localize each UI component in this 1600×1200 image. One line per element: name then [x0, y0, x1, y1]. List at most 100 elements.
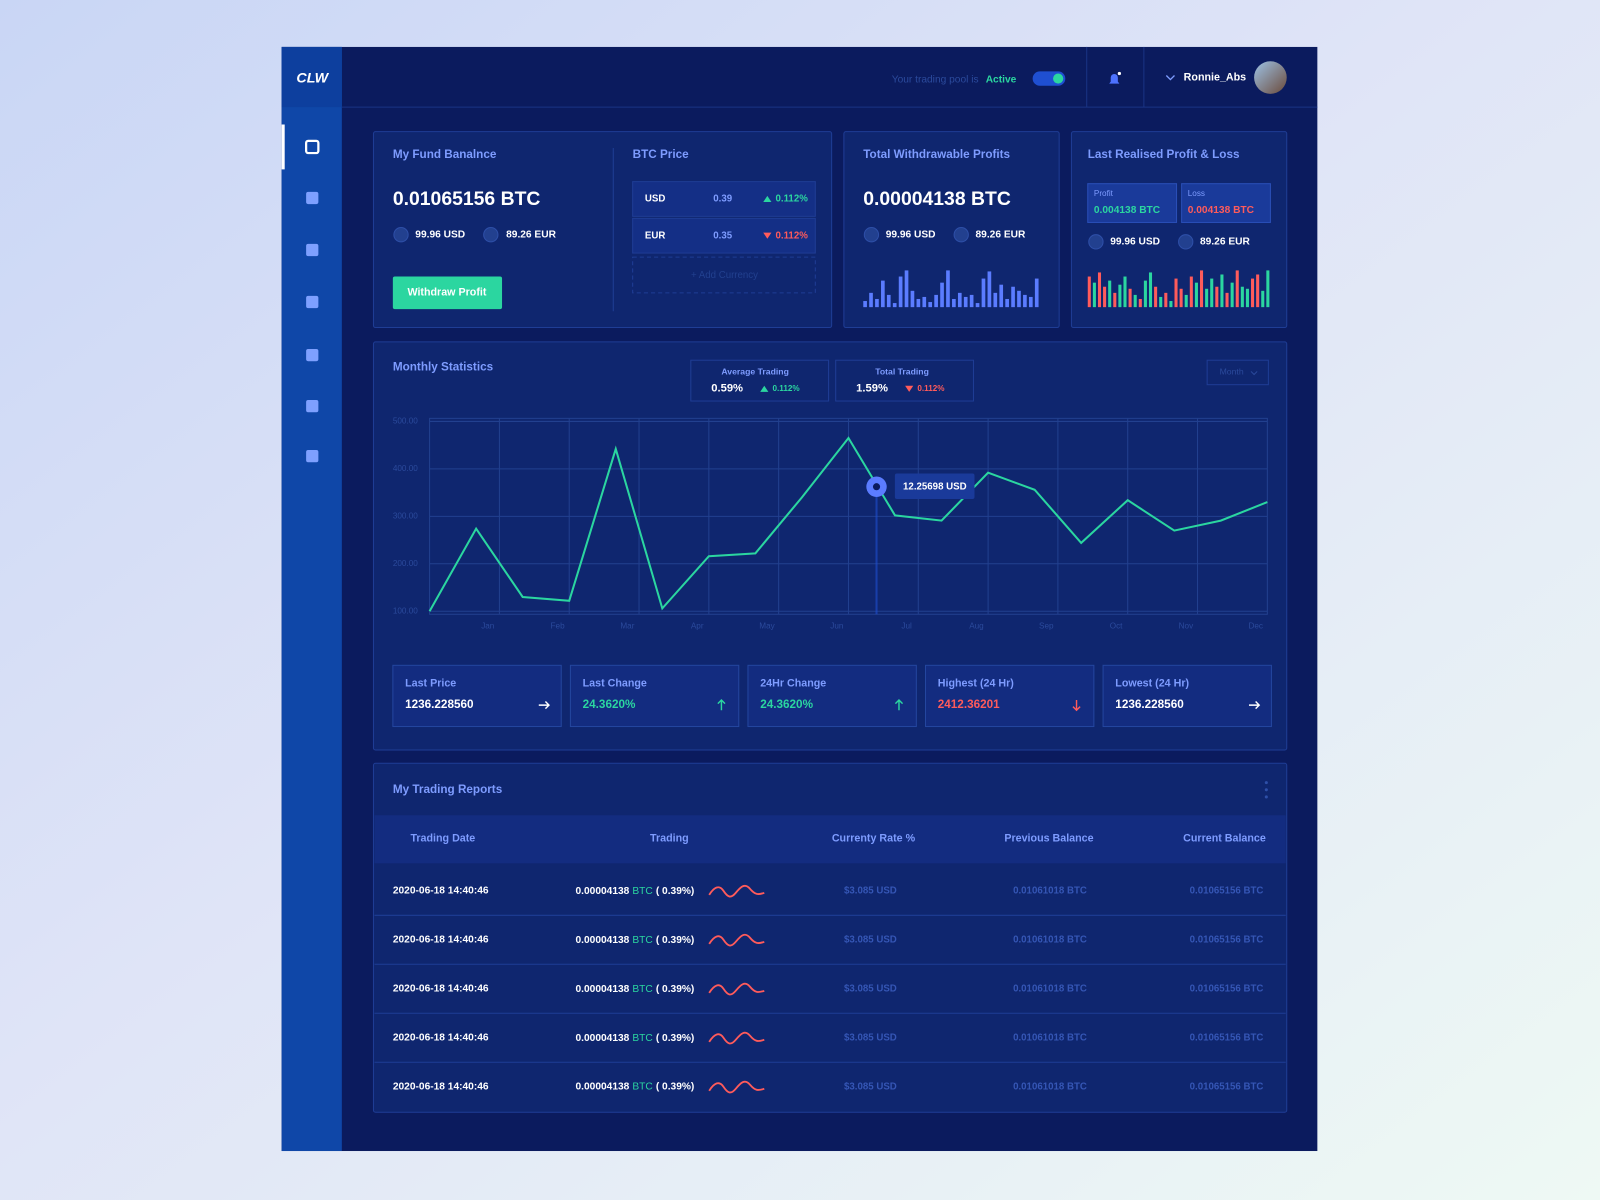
- mini-bar: [1174, 278, 1178, 308]
- mini-bar: [934, 294, 938, 308]
- sidebar-icon[interactable]: [306, 348, 319, 362]
- notification-bell[interactable]: [1109, 71, 1122, 84]
- mini-bar: [946, 270, 950, 308]
- stat-label: 24Hr Change: [760, 678, 826, 690]
- usd-amount: 99.96 USD: [886, 229, 936, 240]
- trading-pct: ( 0.39%): [656, 886, 695, 897]
- trading-pct: ( 0.39%): [656, 1081, 695, 1092]
- mini-bar: [1215, 286, 1219, 308]
- mini-bar: [1184, 294, 1188, 308]
- sidebar-icon[interactable]: [306, 191, 319, 205]
- mini-bar: [1143, 280, 1147, 308]
- month-select[interactable]: Month: [1206, 359, 1269, 386]
- trading-value: 0.00004138 BTC ( 0.39%): [576, 934, 695, 945]
- mini-bar: [922, 296, 927, 308]
- price-row: [632, 181, 816, 217]
- x-tick-label: Nov: [1179, 622, 1194, 631]
- trading-unit: BTC: [632, 983, 652, 994]
- x-tick-label: Aug: [969, 622, 984, 631]
- mini-bar: [1113, 292, 1117, 308]
- mini-bar: [1097, 272, 1102, 308]
- trading-date: 2020-06-18 14:40:46: [393, 1081, 489, 1092]
- bell-dot: [1117, 71, 1122, 76]
- stat-box: [569, 664, 740, 728]
- mini-bar: [1169, 301, 1173, 308]
- sidebar-icon[interactable]: [305, 139, 320, 155]
- column-header: Trading: [650, 833, 689, 845]
- sidebar-icon[interactable]: [306, 243, 319, 257]
- price-row: [632, 217, 816, 254]
- sidebar-icon[interactable]: [306, 450, 319, 463]
- trading-date: 2020-06-18 14:40:46: [393, 1032, 489, 1043]
- add-currency-box: [632, 256, 816, 294]
- menu-dot: [1264, 788, 1268, 792]
- icon-shape: [306, 191, 319, 205]
- mini-bar: [969, 294, 974, 308]
- icon-shape: [306, 400, 319, 413]
- button-bg: [392, 276, 503, 310]
- trading-value: 0.00004138 BTC ( 0.39%): [576, 1081, 695, 1092]
- mini-bar: [1261, 290, 1265, 308]
- rate: $3.085 USD: [844, 885, 897, 896]
- mini-bar: [1251, 278, 1255, 308]
- mini-bar: [1103, 286, 1107, 308]
- bell-icon: [1109, 73, 1120, 84]
- stat-box: [747, 664, 917, 728]
- x-tick-label: Jan: [481, 622, 494, 631]
- trading-unit: BTC: [632, 934, 652, 945]
- mini-bar: [886, 294, 891, 308]
- trading-unit: BTC: [632, 1081, 652, 1092]
- mini-bar: [1205, 288, 1209, 308]
- mini-bar: [1220, 274, 1224, 308]
- user-menu[interactable]: Ronnie_Abs: [1165, 61, 1287, 94]
- mini-bar: [910, 290, 915, 308]
- column-header: Trading Date: [410, 833, 475, 845]
- pool-toggle[interactable]: [1032, 71, 1066, 86]
- current-balance: 0.01065156 BTC: [1190, 934, 1264, 945]
- up-triangle: [760, 385, 769, 392]
- mini-bar: [1230, 282, 1234, 308]
- mini-bar: [898, 276, 903, 308]
- price-change: 0.112%: [776, 230, 809, 241]
- sidebar-icon[interactable]: [306, 295, 319, 309]
- x-tick-label: Apr: [691, 622, 704, 631]
- currency: EUR: [645, 230, 665, 241]
- table-header: [374, 815, 1286, 864]
- previous-balance: 0.01061018 BTC: [1013, 983, 1087, 994]
- mini-bar: [1240, 286, 1244, 308]
- summary-change: 0.112%: [917, 384, 945, 393]
- icon-shape: [306, 295, 319, 309]
- reports-menu[interactable]: [1264, 781, 1268, 799]
- mini-bar: [1179, 288, 1183, 308]
- down-triangle: [763, 232, 772, 239]
- price: 0.39: [713, 194, 732, 205]
- profit-label: Profit: [1094, 189, 1114, 198]
- active-indicator: [281, 124, 285, 170]
- coin-icon: [1088, 234, 1104, 250]
- withdraw-button[interactable]: Withdraw Profit: [392, 276, 503, 310]
- stat-value: 24.3620%: [583, 698, 636, 711]
- tooltip-box: [894, 473, 975, 499]
- loss-label: Loss: [1188, 189, 1205, 198]
- x-tick-label: Sep: [1039, 622, 1054, 631]
- card-title: Last Realised Profit & Loss: [1088, 148, 1240, 161]
- add-currency[interactable]: + Add Currency: [632, 256, 816, 294]
- current-balance: 0.01065156 BTC: [1190, 1032, 1264, 1043]
- trend-wave: [708, 982, 765, 996]
- icon-shape: [305, 139, 320, 155]
- coin-icon: [863, 227, 880, 243]
- x-tick-label: Mar: [620, 622, 634, 631]
- mini-bar: [881, 280, 885, 308]
- mini-bar: [1266, 270, 1270, 308]
- mini-bar: [928, 302, 933, 308]
- down-triangle: [905, 385, 914, 392]
- sidebar-icon[interactable]: [306, 400, 319, 413]
- pool-status: Active: [986, 74, 1017, 85]
- y-tick-label: 100.00: [393, 606, 418, 615]
- y-tick-label: 200.00: [393, 559, 418, 568]
- mini-bar: [1133, 294, 1137, 308]
- y-tick-label: 500.00: [393, 417, 418, 426]
- price-change: 0.112%: [776, 194, 809, 205]
- trend-wave: [708, 933, 765, 947]
